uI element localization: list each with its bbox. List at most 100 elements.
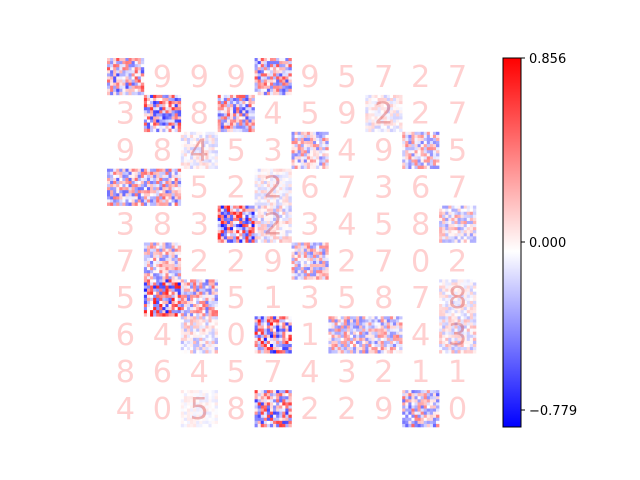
noise-pixel: [180, 340, 185, 345]
noise-pixel: [288, 331, 292, 336]
heatmap-cell-r6-c9: 8: [439, 279, 477, 317]
noise-pixel: [153, 285, 157, 289]
noise-pixel: [429, 393, 434, 397]
noise-pixel: [322, 162, 326, 166]
noise-pixel: [223, 97, 228, 102]
noise-pixel: [196, 340, 200, 345]
noise-pixel: [134, 64, 139, 68]
noise-pixel: [140, 58, 145, 62]
noise-pixel: [343, 319, 348, 323]
noise-pixel: [472, 217, 477, 222]
noise-pixel: [396, 340, 400, 345]
noise-pixel: [300, 134, 305, 139]
noise-pixel: [257, 61, 262, 65]
noise-pixel: [260, 73, 265, 77]
noise-pixel: [291, 254, 295, 259]
noise-pixel: [205, 408, 209, 412]
noise-pixel: [362, 316, 366, 320]
noise-pixel: [291, 245, 295, 249]
noise-pixel: [190, 319, 194, 323]
noise-pixel: [131, 70, 135, 74]
noise-pixel: [460, 236, 464, 240]
noise-pixel: [226, 125, 231, 130]
noise-pixel: [174, 94, 179, 99]
noise-pixel: [205, 297, 209, 302]
noise-pixel: [273, 224, 277, 228]
noise-pixel: [180, 423, 185, 428]
noise-pixel: [469, 236, 474, 240]
noise-pixel: [171, 116, 175, 120]
noise-pixel: [242, 227, 246, 231]
heatmap-cell-r3-c7: 3: [374, 170, 393, 205]
noise-pixel: [362, 337, 366, 342]
noise-pixel: [156, 300, 160, 305]
noise-pixel: [174, 273, 179, 277]
noise-pixel: [193, 147, 197, 151]
noise-pixel: [359, 319, 363, 323]
digit-glyph: 8: [448, 281, 467, 316]
heatmap-cell-r8-c6: 3: [337, 355, 356, 390]
noise-pixel: [199, 337, 203, 342]
noise-pixel: [294, 165, 298, 169]
noise-pixel: [199, 316, 203, 320]
heatmap-cell-r3-c3: 2: [227, 170, 246, 205]
noise-pixel: [316, 147, 320, 151]
noise-pixel: [233, 236, 237, 240]
noise-pixel: [190, 165, 194, 169]
noise-pixel: [276, 420, 280, 425]
noise-pixel: [186, 402, 191, 406]
noise-pixel: [257, 58, 262, 62]
noise-pixel: [282, 328, 286, 332]
noise-pixel: [119, 177, 123, 182]
noise-pixel: [402, 131, 406, 136]
noise-pixel: [180, 279, 185, 283]
noise-pixel: [454, 334, 458, 339]
noise-pixel: [260, 390, 265, 394]
noise-pixel: [131, 64, 135, 68]
noise-pixel: [143, 193, 148, 197]
noise-pixel: [174, 285, 179, 289]
noise-pixel: [242, 122, 246, 126]
noise-pixel: [353, 322, 357, 326]
noise-pixel: [128, 199, 132, 203]
noise-pixel: [159, 116, 163, 120]
noise-pixel: [171, 291, 175, 296]
noise-pixel: [466, 350, 471, 354]
noise-pixel: [248, 230, 252, 234]
noise-pixel: [466, 294, 471, 299]
noise-pixel: [383, 107, 388, 111]
noise-pixel: [165, 181, 169, 185]
noise-pixel: [411, 399, 415, 403]
noise-pixel: [273, 340, 277, 345]
noise-pixel: [180, 165, 185, 169]
noise-pixel: [472, 285, 477, 289]
noise-pixel: [325, 267, 329, 271]
noise-pixel: [432, 147, 437, 151]
noise-pixel: [177, 101, 182, 105]
noise-pixel: [257, 91, 262, 96]
noise-pixel: [343, 350, 348, 354]
noise-pixel: [309, 273, 314, 277]
noise-pixel: [116, 58, 120, 62]
noise-pixel: [396, 350, 400, 354]
noise-pixel: [269, 181, 274, 185]
noise-pixel: [193, 304, 197, 308]
noise-pixel: [273, 58, 277, 62]
noise-pixel: [107, 184, 111, 188]
noise-pixel: [245, 125, 249, 130]
noise-pixel: [153, 257, 157, 262]
noise-pixel: [399, 350, 403, 354]
noise-pixel: [420, 411, 425, 415]
noise-pixel: [257, 76, 262, 80]
noise-pixel: [205, 337, 209, 342]
noise-pixel: [325, 248, 329, 253]
noise-pixel: [472, 233, 477, 237]
noise-pixel: [174, 168, 179, 173]
noise-pixel: [263, 61, 268, 65]
noise-pixel: [208, 313, 212, 317]
noise-pixel: [414, 411, 418, 415]
noise-pixel: [282, 91, 286, 96]
noise-pixel: [282, 227, 286, 231]
noise-pixel: [122, 196, 126, 200]
noise-pixel: [340, 340, 345, 345]
